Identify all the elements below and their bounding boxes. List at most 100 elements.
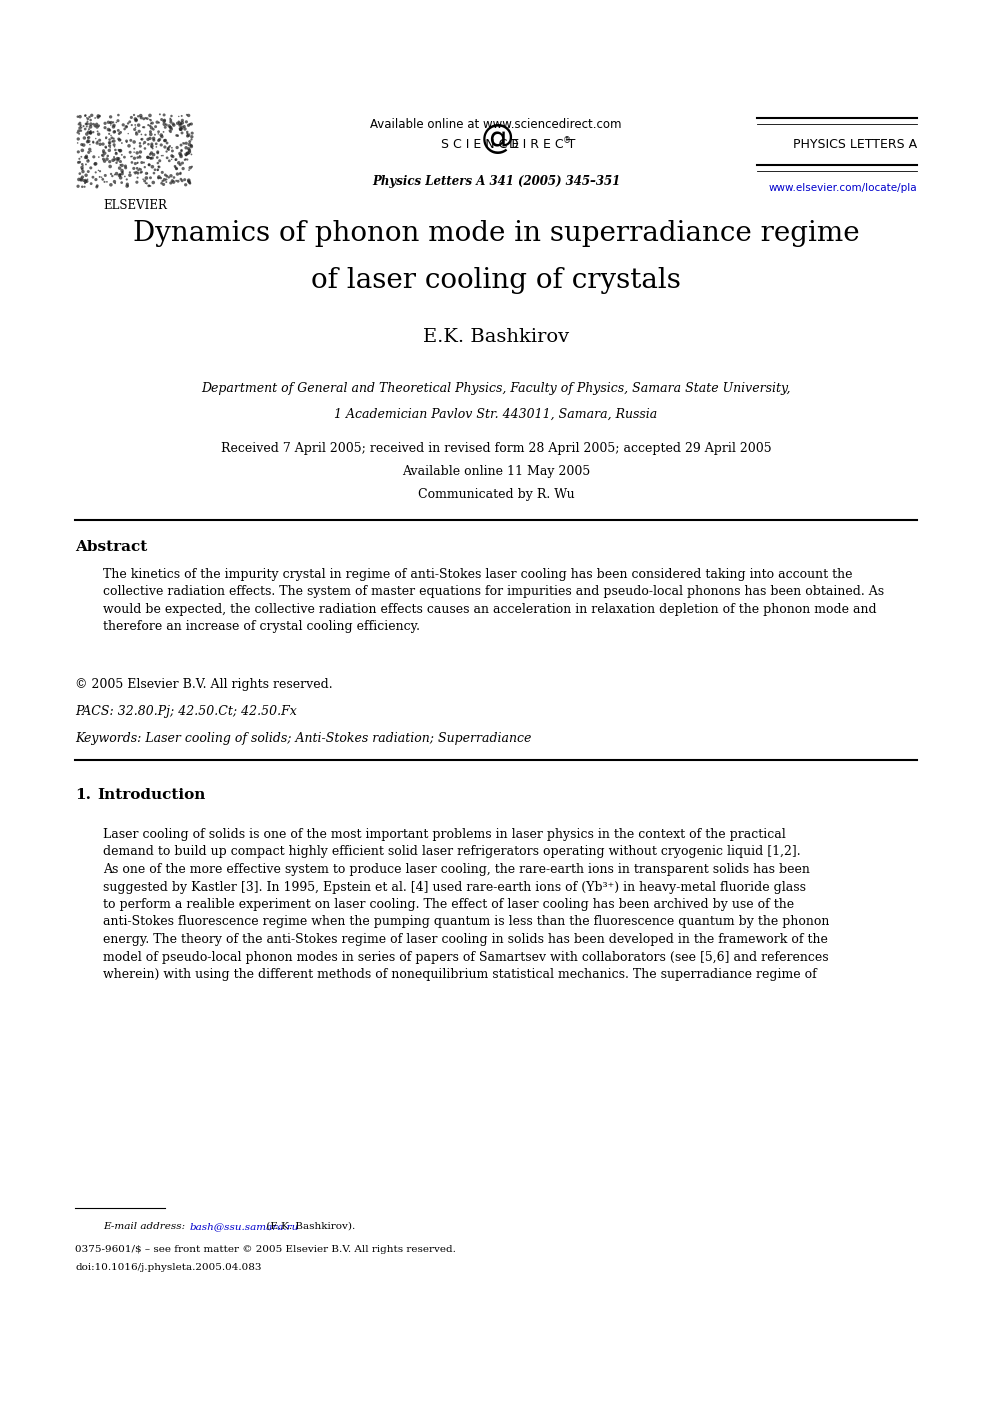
Point (111, 128, 127, 150)
Point (165, 140, 181, 163)
Point (163, 107, 179, 129)
Point (80, 128, 96, 150)
Point (131, 114, 147, 136)
Point (149, 136, 165, 159)
Point (156, 109, 172, 132)
Point (85, 121, 101, 143)
Text: 0375-9601/$ – see front matter © 2005 Elsevier B.V. All rights reserved.: 0375-9601/$ – see front matter © 2005 El… (75, 1244, 456, 1254)
Point (151, 122, 167, 145)
Point (151, 121, 167, 143)
Point (102, 150, 118, 173)
Point (142, 174, 158, 196)
Point (82, 115, 98, 137)
Point (147, 123, 163, 146)
Point (92, 105, 108, 128)
Point (182, 133, 197, 156)
Point (80, 130, 96, 153)
Point (139, 163, 155, 185)
Point (159, 166, 175, 188)
Point (146, 118, 162, 140)
Point (182, 140, 197, 163)
Point (174, 116, 189, 139)
Point (159, 132, 175, 154)
Point (73, 133, 89, 156)
Point (103, 105, 119, 128)
Point (99, 147, 115, 170)
Text: ELSEVIER: ELSEVIER (103, 199, 167, 212)
Point (152, 150, 168, 173)
Point (88, 128, 104, 150)
Text: Introduction: Introduction (97, 788, 205, 803)
Point (157, 168, 173, 191)
Point (89, 121, 105, 143)
Point (146, 171, 162, 194)
Point (132, 145, 148, 167)
Point (99, 171, 115, 194)
Point (83, 157, 99, 180)
Point (157, 136, 173, 159)
Point (98, 128, 114, 150)
Point (76, 175, 92, 198)
Point (151, 156, 167, 178)
Point (114, 163, 130, 185)
Point (173, 143, 188, 166)
Point (127, 118, 143, 140)
Point (161, 166, 177, 188)
Point (126, 157, 142, 180)
Point (150, 159, 166, 181)
Text: (E.K. Bashkirov).: (E.K. Bashkirov). (263, 1222, 355, 1230)
Point (106, 136, 122, 159)
Point (113, 121, 129, 143)
Point (172, 114, 187, 136)
Point (87, 107, 103, 129)
Point (77, 118, 93, 140)
Point (133, 104, 149, 126)
Point (114, 143, 130, 166)
Point (85, 130, 101, 153)
Point (141, 174, 157, 196)
Point (108, 142, 124, 164)
Point (74, 139, 90, 161)
Point (112, 129, 128, 152)
Point (91, 146, 107, 168)
Point (74, 159, 90, 181)
Point (134, 123, 150, 146)
Point (129, 152, 145, 174)
Point (138, 173, 154, 195)
Point (126, 140, 142, 163)
Point (119, 168, 135, 191)
Point (77, 168, 93, 191)
Point (143, 112, 159, 135)
Point (145, 112, 161, 135)
Point (178, 149, 193, 171)
Point (130, 152, 146, 174)
Point (75, 160, 91, 182)
Point (130, 161, 146, 184)
Point (144, 136, 160, 159)
Point (83, 173, 99, 195)
Point (79, 130, 95, 153)
Point (71, 122, 87, 145)
Point (183, 157, 198, 180)
Point (78, 107, 94, 129)
Point (128, 109, 144, 132)
Point (89, 130, 105, 153)
Point (151, 156, 167, 178)
Text: Dynamics of phonon mode in superradiance regime: Dynamics of phonon mode in superradiance… (133, 220, 859, 247)
Point (148, 133, 164, 156)
Point (143, 143, 159, 166)
Point (72, 105, 88, 128)
Point (117, 118, 133, 140)
Point (103, 174, 119, 196)
Point (181, 137, 196, 160)
Point (165, 170, 181, 192)
Point (97, 116, 113, 139)
Point (163, 109, 179, 132)
Point (132, 157, 148, 180)
Point (137, 137, 153, 160)
Point (173, 168, 188, 191)
Point (106, 121, 122, 143)
Point (181, 123, 196, 146)
Point (137, 132, 153, 154)
Point (145, 137, 161, 160)
